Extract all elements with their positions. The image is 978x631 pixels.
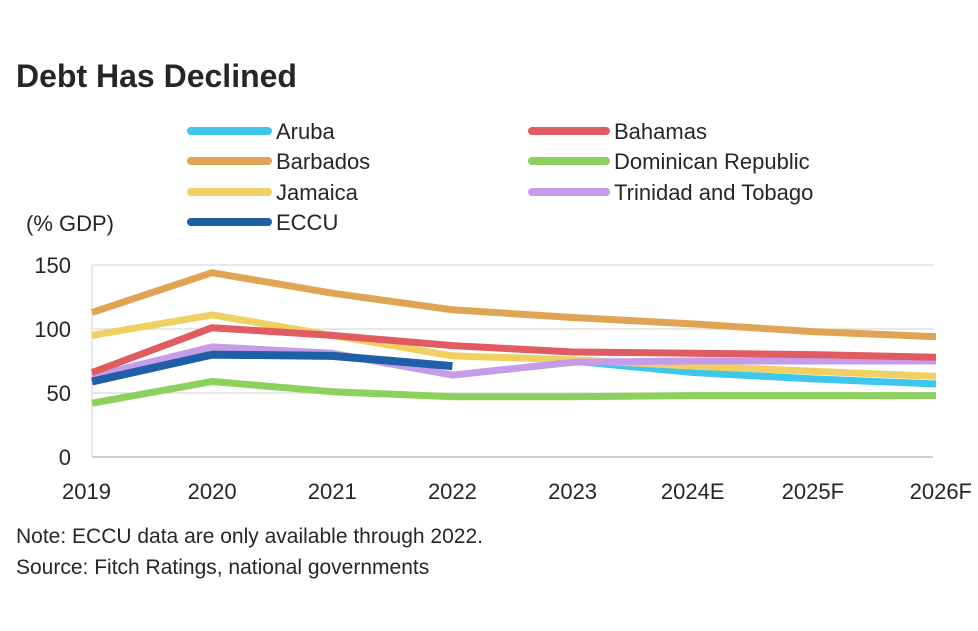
- chart-title: Debt Has Declined: [16, 58, 297, 94]
- source-text: Source: Fitch Ratings, national governme…: [16, 556, 429, 579]
- x-tick-label-2020: 2020: [188, 479, 237, 504]
- legend-label-bahamas: Bahamas: [614, 119, 707, 144]
- legend-label-jamaica: Jamaica: [276, 180, 359, 205]
- y-tick-label-150: 150: [34, 253, 71, 278]
- y-tick-label-0: 0: [59, 445, 71, 470]
- series-line-eccu: [91, 350, 453, 386]
- series-line-barbados: [90, 269, 937, 341]
- x-axis-ticks: 2019 2020 2021 2022 2023 2024E 2025F 2026F: [62, 479, 972, 504]
- legend-label-aruba: Aruba: [276, 119, 335, 144]
- series-lines: [90, 269, 937, 407]
- legend-label-dominican-republic: Dominican Republic: [614, 149, 810, 174]
- legend-label-barbados: Barbados: [276, 149, 370, 174]
- legend-label-trinidad-and-tobago: Trinidad and Tobago: [614, 180, 813, 205]
- note-text: Note: ECCU data are only available throu…: [16, 525, 483, 548]
- x-tick-label-2023: 2023: [548, 479, 597, 504]
- legend: Aruba Bahamas Barbados Dominican Republic Ja…: [187, 119, 813, 235]
- x-tick-label-2026f: 2026F: [910, 479, 972, 504]
- x-tick-label-2021: 2021: [308, 479, 357, 504]
- series-line-bahamas: [90, 324, 937, 376]
- series-line-aruba: [572, 357, 937, 388]
- series-line-dominican-republic: [91, 378, 936, 407]
- legend-label-eccu: ECCU: [276, 210, 338, 235]
- x-tick-label-2019: 2019: [62, 479, 111, 504]
- y-axis-unit-label: (% GDP): [26, 211, 114, 236]
- x-tick-label-2024e: 2024E: [661, 479, 725, 504]
- x-tick-label-2025f: 2025F: [782, 479, 844, 504]
- y-axis-ticks: 0 50 100 150: [34, 253, 71, 470]
- y-tick-label-100: 100: [34, 317, 71, 342]
- series-line-jamaica: [91, 311, 937, 380]
- series-line-trinidad-and-tobago: [91, 343, 936, 380]
- x-tick-label-2022: 2022: [428, 479, 477, 504]
- y-tick-label-50: 50: [47, 381, 71, 406]
